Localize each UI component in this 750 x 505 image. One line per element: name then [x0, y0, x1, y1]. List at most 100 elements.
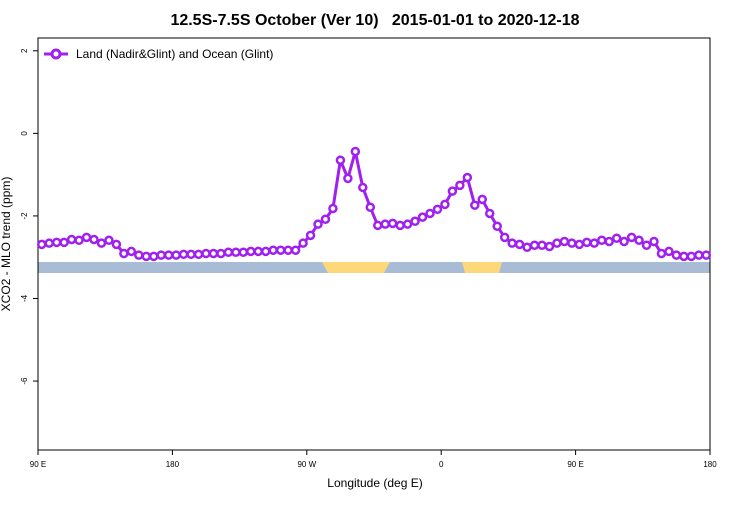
data-point [686, 251, 697, 262]
land-strip [322, 262, 390, 273]
data-point [522, 242, 532, 253]
data-point [664, 246, 674, 257]
legend: Land (Nadir&Glint) and Ocean (Glint) [44, 47, 273, 61]
data-point [358, 182, 368, 193]
data-point [238, 247, 249, 258]
data-point [507, 238, 517, 248]
y-tick-label: 0 [20, 131, 29, 136]
x-axis-label: Longitude (deg E) [327, 476, 422, 490]
data-point [671, 250, 682, 260]
data-point [514, 239, 525, 250]
data-point [477, 194, 488, 205]
x-tick-label: 90 E [30, 460, 46, 469]
data-point [178, 249, 189, 260]
data-point [350, 146, 361, 157]
data-point [253, 246, 264, 257]
data-point [656, 248, 667, 259]
data-point [44, 238, 54, 248]
data-point [387, 218, 398, 229]
legend-label: Land (Nadir&Glint) and Ocean (Glint) [76, 47, 273, 61]
data-point [589, 238, 600, 248]
x-tick-label: 180 [166, 460, 180, 469]
data-point [305, 230, 316, 241]
data-point [582, 237, 592, 248]
data-point [268, 245, 278, 255]
data-point [626, 232, 637, 243]
data-point [201, 248, 211, 259]
data-point [111, 239, 122, 250]
data-point [208, 248, 219, 259]
x-tick-label: 90 W [297, 460, 316, 469]
data-point [641, 240, 652, 250]
data-point [417, 212, 428, 222]
data-point [335, 155, 346, 165]
data-point [462, 172, 473, 183]
data-point [246, 246, 256, 257]
data-point [470, 200, 480, 210]
data-point [81, 232, 92, 243]
data-point [395, 220, 405, 231]
chart-title: 12.5S-7.5S October (Ver 10) 2015-01-01 t… [170, 12, 579, 29]
data-point [134, 250, 144, 260]
data-point [432, 204, 443, 215]
data-point [119, 248, 129, 259]
data-point [51, 237, 62, 248]
data-point [372, 220, 383, 231]
y-tick-label: -2 [20, 212, 29, 220]
data-point [484, 208, 495, 219]
data-point [96, 238, 107, 248]
data-point [66, 234, 77, 245]
x-tick-label: 180 [703, 460, 717, 469]
y-tick-label: 2 [20, 48, 29, 53]
data-point [649, 236, 659, 247]
data-point [425, 208, 435, 219]
data-point [380, 219, 390, 229]
data-point [223, 247, 234, 258]
data-point [59, 237, 69, 248]
data-point [694, 250, 704, 260]
data-point [410, 216, 420, 227]
data-point [499, 232, 510, 243]
data-point [634, 235, 644, 246]
data-point [365, 202, 376, 213]
legend-marker [50, 48, 62, 60]
data-point [313, 219, 323, 229]
data-point [447, 186, 458, 196]
data-point [455, 180, 465, 191]
data-point [36, 239, 47, 250]
data-point [492, 221, 502, 231]
data-point [544, 241, 555, 252]
data-point [74, 235, 84, 246]
data-point [537, 240, 547, 250]
x-tick-label: 0 [439, 460, 444, 469]
data-point [231, 247, 241, 258]
data-point [141, 251, 152, 262]
data-point [216, 248, 226, 259]
data-point [260, 246, 271, 257]
y-tick-label: -6 [20, 377, 29, 385]
data-point [679, 251, 689, 262]
data-point [104, 235, 114, 246]
data-point [290, 245, 301, 255]
data-point [163, 250, 174, 260]
data-point [283, 245, 293, 255]
y-axis-label: XCO2 - MLO trend (ppm) [0, 177, 13, 312]
data-point [298, 238, 308, 248]
data-point [156, 250, 166, 260]
data-point [193, 249, 204, 260]
data-point [148, 251, 159, 262]
data-point [701, 250, 712, 260]
data-point [574, 239, 585, 250]
data-point [559, 236, 570, 247]
data-point [186, 249, 196, 260]
surface-strip [38, 262, 710, 273]
data-point [343, 173, 353, 184]
data-point [402, 219, 413, 229]
data-point [440, 199, 450, 210]
y-tick-label: -4 [20, 294, 29, 302]
land-strip [462, 262, 502, 273]
data-point [604, 236, 614, 247]
data-point [89, 234, 99, 245]
x-tick-label: 90 E [567, 460, 583, 469]
